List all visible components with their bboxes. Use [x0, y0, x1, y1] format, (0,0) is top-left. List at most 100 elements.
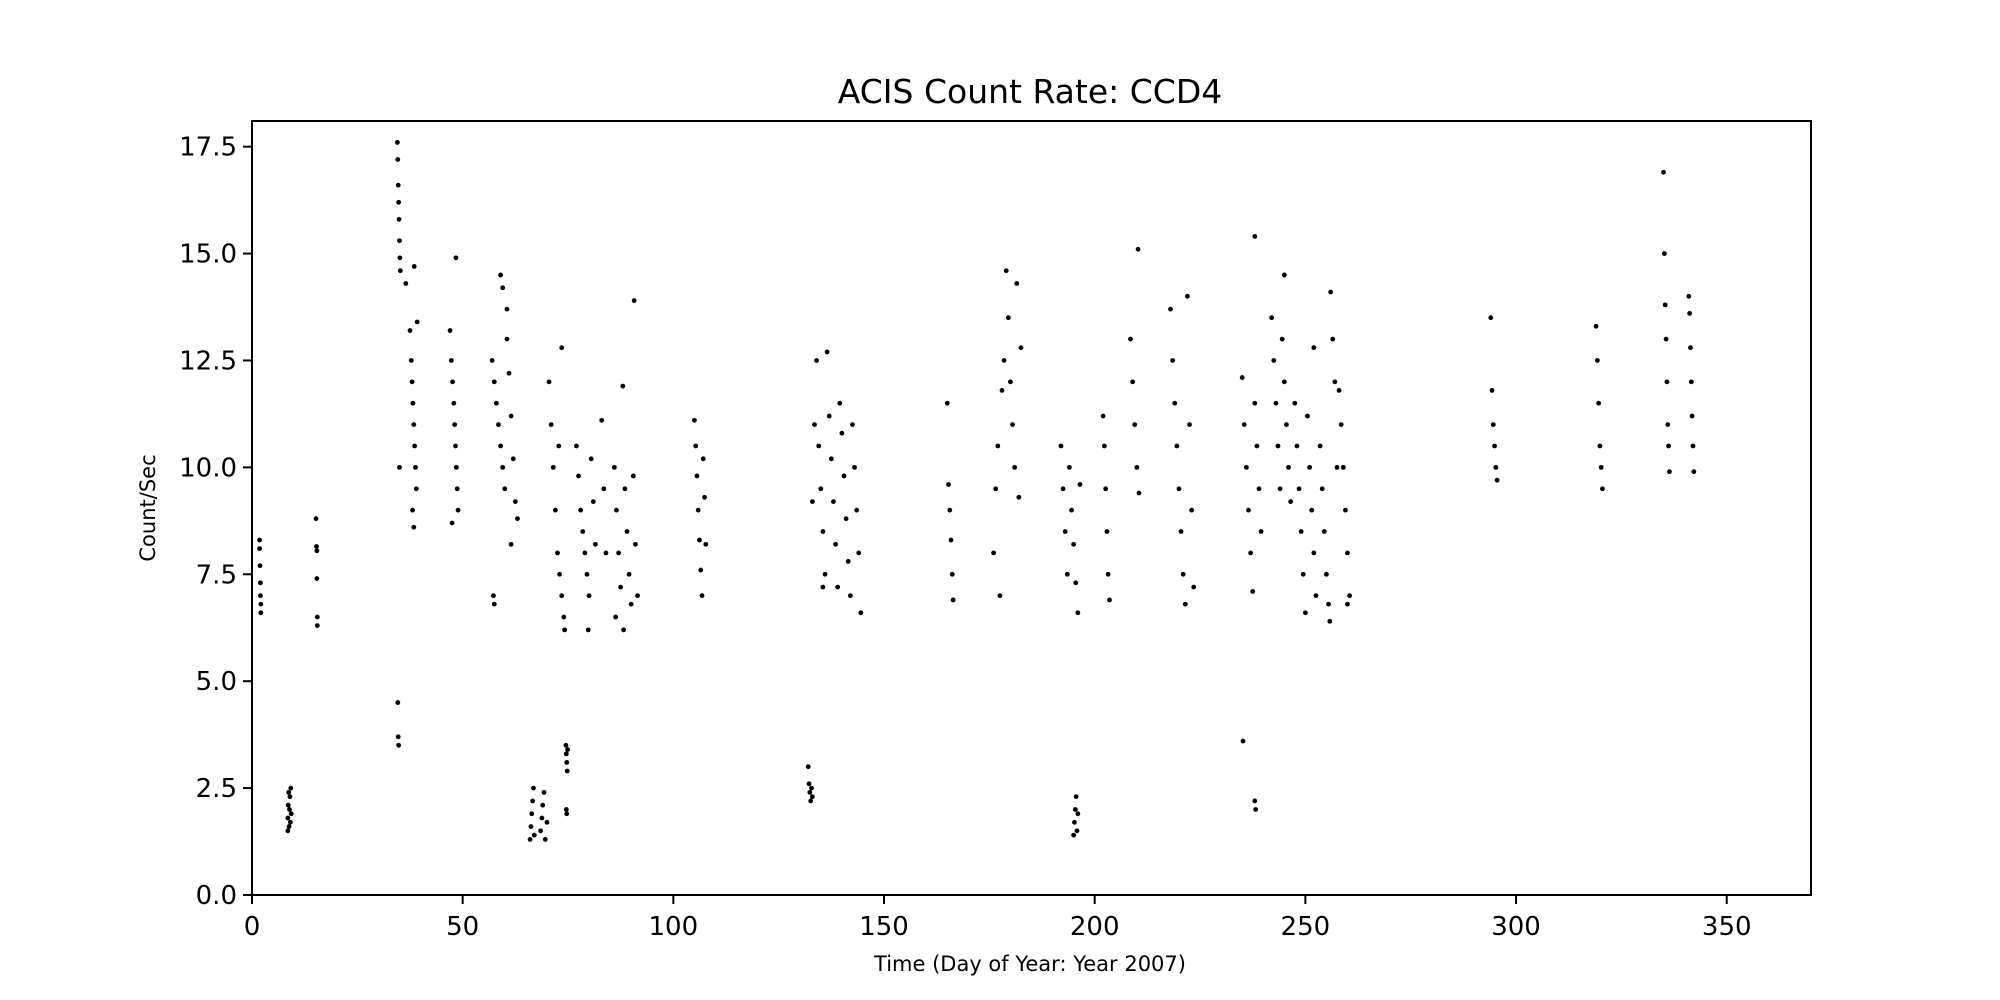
data-point — [1281, 379, 1287, 385]
data-point — [1240, 738, 1246, 744]
data-point — [622, 486, 628, 492]
data-point — [314, 623, 320, 628]
data-point — [559, 593, 565, 599]
data-point — [287, 819, 293, 825]
chart-title: ACIS Count Rate: CCD4 — [838, 72, 1222, 111]
data-point — [574, 443, 579, 449]
data-point — [413, 486, 419, 492]
data-point — [1667, 469, 1672, 475]
data-point — [496, 422, 501, 428]
data-point — [539, 815, 545, 821]
data-point — [1072, 807, 1078, 812]
data-point — [1338, 422, 1344, 428]
data-point — [531, 832, 537, 838]
data-point — [614, 507, 619, 513]
data-point — [833, 541, 838, 547]
data-point — [557, 571, 562, 577]
data-point — [1688, 345, 1693, 351]
data-point — [508, 541, 514, 547]
data-point — [1330, 336, 1336, 342]
data-point — [835, 584, 841, 590]
data-point — [1060, 486, 1066, 492]
data-point — [1279, 336, 1285, 342]
data-point — [1666, 443, 1671, 449]
data-point — [257, 546, 262, 552]
x-tick-label: 150 — [859, 912, 909, 942]
data-point — [805, 764, 811, 770]
data-point — [562, 627, 568, 633]
data-point — [944, 400, 950, 406]
data-point — [1072, 819, 1077, 825]
data-point — [947, 507, 953, 513]
data-point — [1250, 588, 1256, 594]
data-point — [578, 507, 584, 513]
data-point — [407, 328, 413, 333]
data-point — [491, 601, 497, 607]
data-point — [1071, 541, 1077, 547]
data-point — [1661, 169, 1666, 175]
data-point — [559, 345, 565, 351]
data-point — [1347, 593, 1353, 599]
data-point — [396, 199, 402, 205]
data-point — [599, 417, 605, 423]
data-point — [993, 486, 999, 492]
data-point — [287, 807, 292, 812]
data-point — [1170, 358, 1176, 363]
data-point — [504, 306, 510, 312]
data-point — [565, 747, 570, 753]
data-point — [258, 601, 264, 607]
data-point — [1067, 464, 1072, 470]
plot-area-frame — [251, 120, 1812, 896]
y-tick-label: 15.0 — [179, 240, 237, 270]
data-point — [1105, 571, 1111, 577]
data-point — [1275, 443, 1281, 449]
data-point — [1136, 490, 1142, 496]
data-point — [1336, 388, 1342, 393]
data-point — [529, 811, 535, 817]
data-point — [1180, 571, 1186, 577]
data-point — [411, 422, 417, 428]
data-point — [1294, 443, 1300, 449]
data-point — [1187, 422, 1192, 428]
data-point — [1494, 477, 1500, 483]
data-point — [450, 379, 455, 385]
data-point — [563, 751, 569, 757]
data-point — [504, 336, 510, 342]
data-point — [1298, 529, 1304, 534]
data-point — [395, 700, 401, 705]
data-point — [413, 464, 418, 470]
data-point — [611, 464, 617, 470]
data-point — [1311, 345, 1317, 351]
data-point — [397, 268, 403, 274]
data-point — [1077, 482, 1083, 487]
data-point — [541, 789, 547, 795]
data-point — [491, 379, 497, 385]
data-point — [285, 802, 291, 808]
data-point — [1327, 618, 1333, 624]
y-axis-ticks: 0.0 2.5 5.0 7.5 10.0 12.5 15.0 17.5 — [179, 133, 252, 911]
data-point — [624, 529, 630, 534]
data-point — [515, 516, 520, 522]
data-point — [1252, 400, 1258, 406]
x-tick-label: 200 — [1070, 912, 1120, 942]
data-point — [702, 494, 707, 500]
data-point — [395, 182, 401, 188]
data-point — [1239, 375, 1245, 380]
data-point — [527, 837, 533, 842]
y-tick-label: 12.5 — [179, 346, 237, 376]
data-point — [1012, 464, 1018, 470]
data-point — [1168, 306, 1173, 312]
data-point — [1305, 413, 1310, 419]
data-point — [699, 593, 705, 599]
data-point — [1321, 529, 1327, 534]
data-point — [512, 499, 518, 504]
data-point — [564, 760, 570, 765]
data-point — [839, 430, 845, 436]
data-point — [1071, 832, 1077, 838]
data-point — [546, 379, 552, 385]
data-point — [822, 571, 828, 577]
data-point — [1664, 379, 1670, 385]
data-point — [1176, 486, 1182, 492]
data-point — [621, 627, 627, 633]
data-point — [1324, 571, 1329, 577]
